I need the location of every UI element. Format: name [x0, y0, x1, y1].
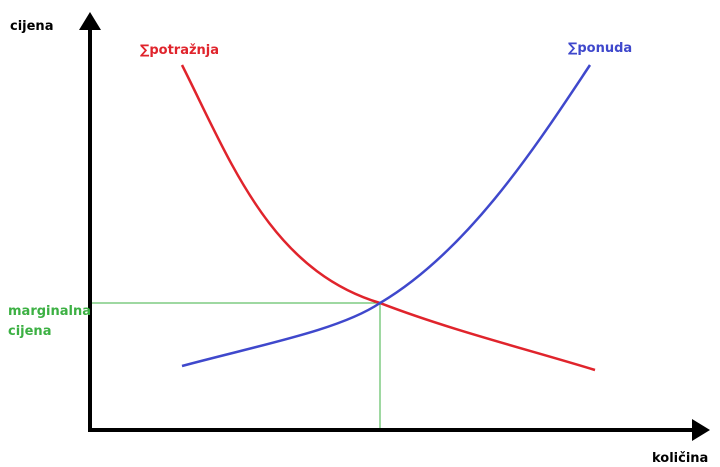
demand-curve [180, 64, 596, 372]
x-axis-label: količina [652, 451, 708, 466]
x-axis-arrow [692, 419, 710, 441]
supply-curve [181, 64, 592, 368]
marginal-label: marginalna [8, 304, 91, 319]
y-axis-arrow [79, 12, 101, 30]
demand-label: ∑potražnja [140, 43, 219, 58]
y-axis-label: cijena [10, 19, 53, 34]
marginal-label: cijena [8, 324, 51, 339]
supply-label: ∑ponuda [568, 41, 632, 56]
